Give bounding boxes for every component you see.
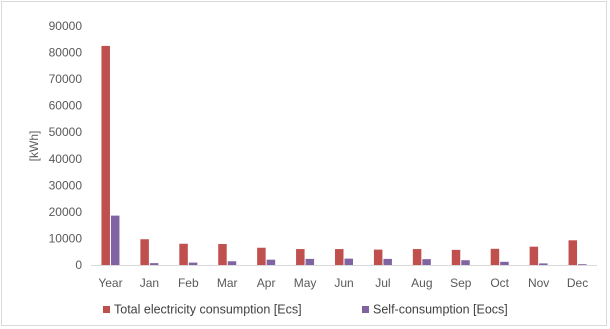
y-tick-label: 90000 — [49, 19, 83, 33]
y-tick-label: 50000 — [49, 125, 83, 139]
y-tick-label: 10000 — [49, 231, 83, 245]
x-tick-label: Dec — [567, 276, 588, 290]
x-tick-label: Mar — [217, 276, 238, 290]
bar-series-1 — [335, 249, 344, 265]
x-axis-ticks: Year Jan Feb Mar Apr May Jun Jul Aug Sep Oct Nov Dec — [98, 276, 588, 290]
bar-series-2 — [461, 260, 470, 265]
bar-series-1 — [218, 244, 227, 265]
bar-series-2 — [266, 259, 276, 265]
bar-series-2 — [422, 259, 431, 265]
y-axis-label: [kWh] — [27, 131, 41, 162]
x-tick-label: Apr — [257, 276, 276, 290]
y-tick-label: 70000 — [49, 72, 83, 86]
x-tick-label: Jul — [375, 276, 390, 290]
bar-series-2 — [227, 261, 237, 265]
bar-series-2 — [110, 215, 120, 265]
bar-series-1 — [257, 247, 266, 265]
bar-series-1 — [140, 239, 149, 265]
y-tick-label: 0 — [75, 258, 82, 272]
x-tick-label: Oct — [490, 276, 509, 290]
legend-swatch — [103, 306, 110, 313]
y-axis-ticks: 0 10000 20000 30000 40000 50000 60000 70000 8000… — [49, 19, 83, 272]
bar-series-2 — [188, 262, 198, 265]
x-tick-label: May — [294, 276, 317, 290]
bar-series-1 — [296, 249, 305, 265]
x-tick-label: Sep — [450, 276, 472, 290]
bar-series-1 — [568, 240, 578, 265]
x-tick-label: Jun — [334, 276, 353, 290]
bar-series-2 — [539, 263, 548, 265]
x-tick-label: Aug — [411, 276, 432, 290]
bar-series-2 — [344, 258, 353, 265]
bar-series-2 — [383, 258, 392, 265]
bar-series-1 — [373, 249, 383, 265]
bar-series-1 — [412, 249, 422, 265]
bar-series-1 — [490, 248, 500, 265]
bar-series-1 — [529, 246, 539, 265]
y-tick-label: 20000 — [49, 205, 83, 219]
legend-swatch — [362, 306, 369, 313]
bar-series-2 — [578, 264, 587, 265]
x-tick-label: Year — [98, 276, 122, 290]
bar-series-1 — [179, 243, 188, 265]
bar-series-1 — [451, 249, 461, 265]
bars — [101, 45, 587, 265]
y-tick-label: 80000 — [49, 46, 83, 60]
bar-series-2 — [500, 261, 509, 265]
bar-series-2 — [149, 263, 159, 265]
y-tick-label: 30000 — [49, 178, 83, 192]
x-tick-label: Jan — [140, 276, 159, 290]
legend-label: Total electricity consumption [Ecs] — [114, 303, 302, 317]
bar-series-1 — [101, 45, 110, 265]
bar-series-2 — [305, 258, 315, 265]
legend-label: Self-consumption [Eocs] — [373, 303, 508, 317]
x-tick-label: Feb — [178, 276, 199, 290]
x-tick-label: Nov — [528, 276, 549, 290]
y-tick-label: 40000 — [49, 152, 83, 166]
legend: Total electricity consumption [Ecs] Self-… — [103, 303, 508, 317]
y-tick-label: 60000 — [49, 99, 83, 113]
